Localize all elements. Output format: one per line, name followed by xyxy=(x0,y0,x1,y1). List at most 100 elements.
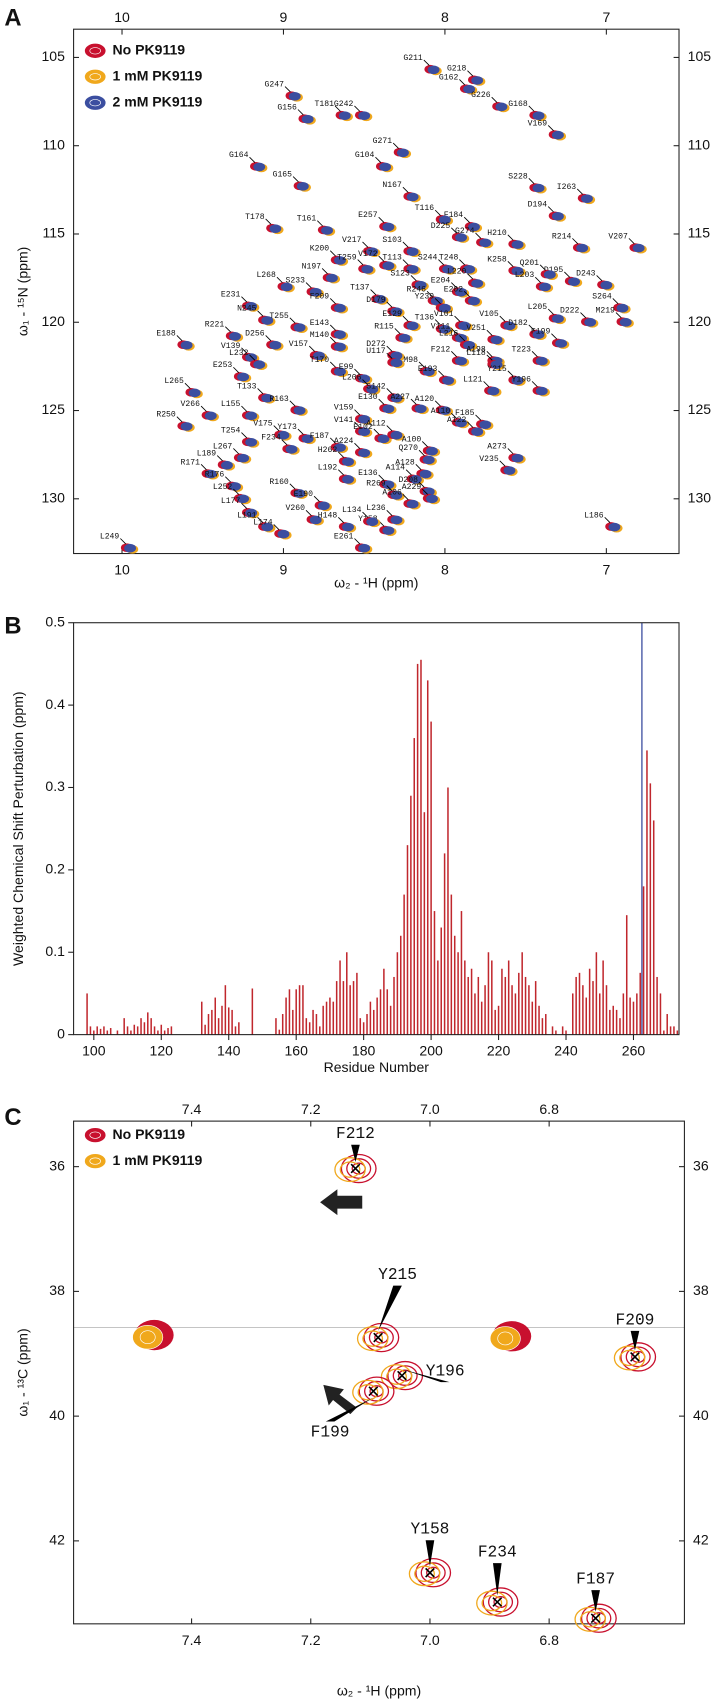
bar xyxy=(491,960,493,1035)
leader-line xyxy=(257,310,264,317)
peak-label: A273 xyxy=(487,442,507,451)
bar xyxy=(315,1014,318,1035)
leader-line xyxy=(362,511,369,518)
shift-arrow xyxy=(323,1384,357,1415)
leader-line xyxy=(459,79,466,86)
peak-label: E129 xyxy=(382,310,402,319)
bar xyxy=(673,1026,675,1035)
peak-contour xyxy=(414,1565,435,1582)
peak xyxy=(313,351,325,361)
legend-label: No PK9119 xyxy=(113,1126,186,1142)
peak-label: E102 xyxy=(353,423,373,432)
bar xyxy=(103,1026,105,1035)
leader-line xyxy=(241,432,248,439)
peak-label: T133 xyxy=(237,382,257,391)
peak-label: L267 xyxy=(213,442,233,451)
peak xyxy=(366,517,379,527)
peak-contour xyxy=(420,1562,446,1584)
peak-label: G168 xyxy=(508,100,528,109)
peak-label: T254 xyxy=(221,427,241,436)
peak xyxy=(358,543,371,553)
peak xyxy=(390,490,403,500)
peak xyxy=(261,393,274,403)
bar xyxy=(598,993,601,1035)
bar xyxy=(399,935,402,1035)
peak xyxy=(358,374,371,384)
bar xyxy=(524,976,527,1035)
bar xyxy=(433,911,436,1035)
bar xyxy=(285,997,287,1035)
leader-line xyxy=(338,469,345,476)
peak xyxy=(551,130,564,140)
leader-line xyxy=(120,538,127,545)
peak xyxy=(568,277,581,286)
peak xyxy=(511,266,524,276)
peak-label: D194 xyxy=(528,201,548,210)
peak-label: A110 xyxy=(431,407,451,416)
leader-line xyxy=(297,428,304,435)
bar xyxy=(602,960,604,1035)
y-tick-label: 115 xyxy=(43,225,66,241)
bar xyxy=(447,787,449,1035)
leader-line xyxy=(418,361,425,368)
bar xyxy=(440,927,442,1035)
bar xyxy=(480,1001,483,1035)
leader-line xyxy=(224,476,232,483)
peak xyxy=(237,372,250,382)
bar xyxy=(632,1001,635,1035)
peak xyxy=(301,434,314,444)
bar xyxy=(352,981,355,1035)
peak-label: T113 xyxy=(382,254,402,263)
bar xyxy=(531,1001,534,1035)
leader-line xyxy=(373,428,380,435)
peak xyxy=(237,453,250,463)
peak xyxy=(334,342,346,352)
peak-label: R163 xyxy=(269,395,289,404)
peak-contour xyxy=(346,1158,372,1179)
leader-line xyxy=(386,425,393,432)
leader-line xyxy=(354,442,361,449)
peak xyxy=(377,434,390,444)
leader-line xyxy=(354,105,361,112)
y-tick-label: 130 xyxy=(41,490,65,506)
legend-swatch-inner xyxy=(89,99,101,107)
bar xyxy=(460,911,463,1035)
bar xyxy=(426,680,429,1035)
bar xyxy=(393,976,395,1035)
peak-contour xyxy=(356,1326,389,1352)
leader-line xyxy=(486,329,493,336)
x-tick-label: 260 xyxy=(622,1043,646,1059)
peak xyxy=(334,256,346,265)
peak-contour xyxy=(579,1611,601,1628)
peak xyxy=(261,316,274,325)
legend-swatch xyxy=(83,1127,107,1144)
peak xyxy=(361,264,374,274)
bar xyxy=(207,1014,210,1035)
peak-label: A229 xyxy=(402,483,422,492)
x-tick-label: 7 xyxy=(602,562,610,578)
peak xyxy=(358,415,371,424)
bar xyxy=(656,976,658,1035)
legend-swatch-inner xyxy=(89,47,101,55)
x-tick-label: 200 xyxy=(419,1043,443,1059)
bar xyxy=(322,1005,324,1035)
bar xyxy=(582,985,584,1035)
leader-line xyxy=(338,451,345,458)
peak-label: E136 xyxy=(358,469,378,478)
bar xyxy=(646,750,648,1035)
y-tick-label: 0.2 xyxy=(45,861,65,877)
leader-line xyxy=(467,421,474,428)
peak xyxy=(342,522,354,532)
bar xyxy=(312,1009,314,1035)
peak-contour xyxy=(352,1379,384,1405)
peak-marker xyxy=(350,1163,361,1174)
peak-label: V217 xyxy=(342,236,362,245)
leader-line xyxy=(410,398,417,405)
peak xyxy=(438,215,451,225)
bar xyxy=(622,993,625,1035)
peak-label: L192 xyxy=(318,464,338,473)
x-tick-label: 7 xyxy=(602,9,610,25)
peak xyxy=(468,296,480,306)
peak-label: V111 xyxy=(431,322,451,331)
bar xyxy=(227,1007,230,1035)
